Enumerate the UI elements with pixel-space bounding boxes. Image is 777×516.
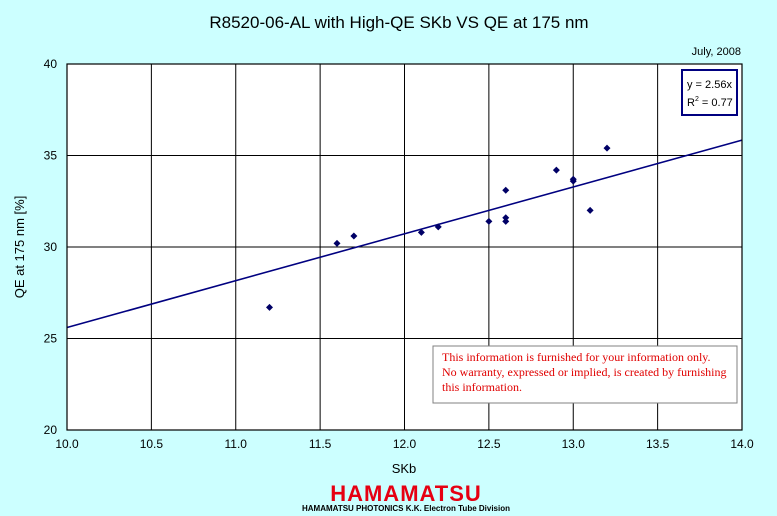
data-point	[502, 217, 510, 225]
data-point	[434, 223, 442, 231]
x-tick-label: 13.5	[646, 437, 670, 451]
x-tick-label: 14.0	[730, 437, 754, 451]
y-tick-label: 35	[44, 149, 58, 163]
logo-subtitle: HAMAMATSU PHOTONICS K.K. Electron Tube D…	[302, 504, 510, 513]
data-point	[266, 303, 273, 311]
x-tick-label: 12.0	[393, 437, 417, 451]
data-point	[485, 217, 493, 225]
r2-value: = 0.77	[699, 97, 733, 109]
data-point	[603, 144, 611, 152]
x-tick-label: 10.5	[140, 437, 164, 451]
data-point	[502, 186, 510, 194]
x-tick-labels: 10.0 10.5 11.0 11.5 12.0 12.5 13.0 13.5 14.0	[55, 437, 754, 451]
data-point	[552, 166, 560, 174]
equation-box: y = 2.56x R2 = 0.77	[681, 69, 738, 116]
data-point	[586, 206, 594, 214]
disclaimer-line-3: this information.	[442, 380, 522, 394]
x-axis-label: SKb	[392, 461, 417, 476]
disclaimer-box: This information is furnished for your i…	[432, 345, 738, 404]
logo-text: HAMAMATSU	[330, 481, 482, 506]
r2-prefix: R	[687, 97, 695, 109]
data-point	[502, 214, 510, 222]
date-label: July, 2008	[692, 46, 741, 58]
x-tick-label: 12.5	[477, 437, 501, 451]
x-tick-label: 11.5	[309, 437, 332, 451]
hamamatsu-logo: HAMAMATSU HAMAMATSU PHOTONICS K.K. Elect…	[302, 481, 510, 513]
data-point	[569, 175, 577, 183]
disclaimer-line-1: This information is furnished for your i…	[442, 350, 711, 364]
equation-frame	[681, 69, 738, 116]
plot-frame	[66, 63, 743, 431]
y-tick-label: 20	[44, 423, 58, 437]
disclaimer-frame	[432, 345, 738, 404]
disclaimer-line-2: No warranty, expressed or implied, is cr…	[442, 365, 726, 379]
x-tick-label: 10.0	[55, 437, 79, 451]
y-axis-label: QE at 175 nm [%]	[12, 196, 27, 299]
trendline	[66, 139, 743, 329]
data-point	[333, 239, 341, 247]
data-point	[350, 232, 358, 240]
y-tick-labels: 20 25 30 35 40	[44, 57, 58, 437]
y-tick-label: 30	[44, 240, 58, 254]
equation-text: y = 2.56x	[687, 79, 732, 91]
x-tick-label: 11.0	[225, 437, 248, 451]
data-points	[266, 144, 611, 311]
data-point	[417, 228, 425, 236]
chart-title: R8520-06-AL with High-QE SKb VS QE at 17…	[209, 13, 588, 32]
y-tick-label: 40	[44, 57, 58, 71]
r2-text: R2 = 0.77	[687, 96, 733, 109]
r2-superscript: 2	[695, 96, 699, 103]
x-tick-label: 13.0	[562, 437, 586, 451]
y-tick-label: 25	[44, 332, 58, 346]
